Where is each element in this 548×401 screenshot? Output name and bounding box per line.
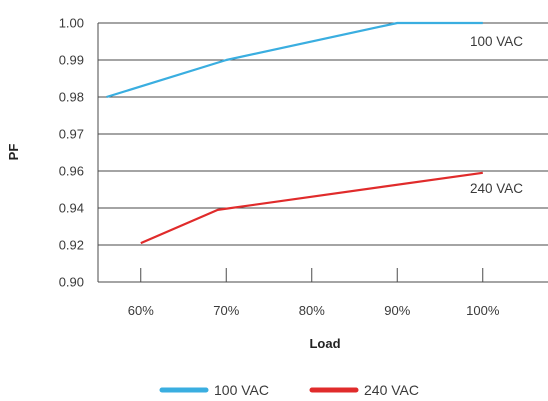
axes [97,23,484,282]
series-end-label: 100 VAC [470,34,523,49]
y-tick-label: 0.99 [59,53,84,68]
series-line [140,171,483,245]
tick-labels: 1.00 0.99 0.98 0.97 0.96 0.94 0.92 0.90 60% 70% 80… [59,16,524,319]
legend-label: 100 VAC [214,382,269,398]
series-lines [106,21,483,245]
x-tick-label: 70% [213,303,239,318]
x-tick-label: 80% [299,303,325,318]
y-tick-label: 0.94 [59,201,84,216]
series-line [106,21,483,99]
series-end-label: 240 VAC [470,181,523,196]
x-tick-label: 100% [466,303,500,318]
x-axis-title: Load [309,336,340,351]
x-tick-label: 90% [384,303,410,318]
y-tick-label: 0.96 [59,164,84,179]
x-tick-label: 60% [128,303,154,318]
legend: 100 VAC 240 VAC [159,382,419,398]
legend-label: 240 VAC [364,382,419,398]
gridlines [98,22,548,283]
y-tick-label: 0.92 [59,238,84,253]
y-axis-title: PF [6,144,21,161]
y-tick-label: 0.90 [59,275,84,290]
y-tick-label: 0.97 [59,127,84,142]
y-tick-label: 1.00 [59,16,84,31]
y-tick-label: 0.98 [59,90,84,105]
